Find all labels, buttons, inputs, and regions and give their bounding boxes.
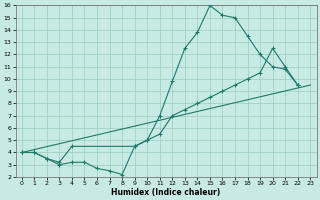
X-axis label: Humidex (Indice chaleur): Humidex (Indice chaleur): [111, 188, 221, 197]
